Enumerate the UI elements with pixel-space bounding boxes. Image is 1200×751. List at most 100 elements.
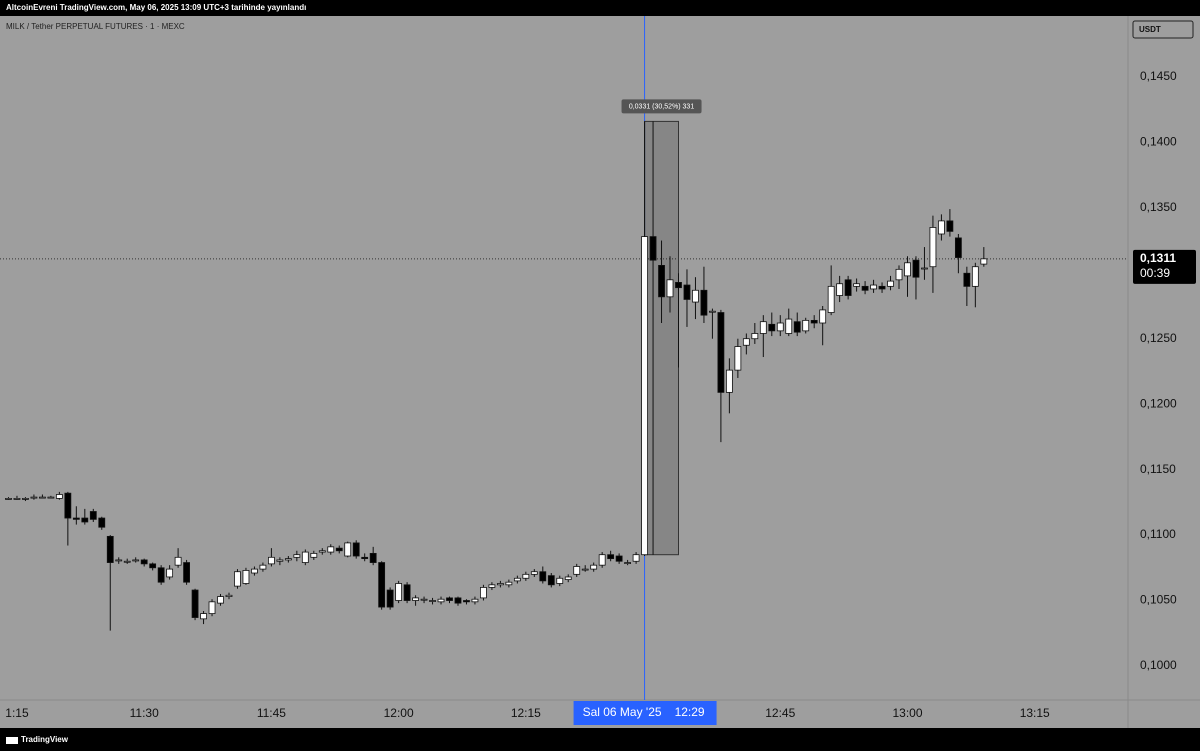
candle-body bbox=[505, 581, 513, 586]
candle-body bbox=[581, 568, 589, 571]
candle-body bbox=[725, 369, 733, 393]
measure-label-box bbox=[621, 99, 702, 114]
candle-body bbox=[64, 492, 72, 519]
candle-body bbox=[267, 556, 275, 565]
candle-body bbox=[496, 583, 504, 586]
candle-body bbox=[709, 310, 716, 313]
candle-body bbox=[13, 498, 21, 500]
candle-body bbox=[488, 584, 496, 588]
crosshair-box bbox=[573, 701, 717, 725]
candle-body bbox=[675, 282, 682, 289]
candle-body bbox=[692, 289, 699, 303]
x-tick-label: 11:45 bbox=[257, 706, 286, 720]
candle-body bbox=[870, 284, 877, 290]
candle-body bbox=[895, 268, 903, 281]
candle-body bbox=[700, 289, 708, 316]
footer-brand: TradingView bbox=[21, 735, 69, 744]
candle-body bbox=[658, 265, 665, 298]
candle-body bbox=[522, 573, 530, 579]
candle-body bbox=[590, 564, 598, 570]
candle-body bbox=[310, 552, 318, 558]
candle-body bbox=[641, 236, 648, 556]
candle-body bbox=[573, 566, 581, 575]
x-tick-label: 1:15 bbox=[5, 706, 29, 720]
crosshair-date: Sal 06 May '25 bbox=[583, 705, 662, 719]
candle-body bbox=[938, 220, 945, 235]
candle-body bbox=[47, 496, 55, 499]
candle-body bbox=[55, 494, 63, 499]
candle-body bbox=[251, 568, 258, 574]
y-tick-label: 0,1450 bbox=[1140, 69, 1177, 83]
candle-body bbox=[768, 323, 776, 332]
candle-body bbox=[717, 312, 725, 393]
candle-body bbox=[954, 237, 962, 258]
candle-body bbox=[971, 266, 979, 287]
candle-body bbox=[335, 547, 343, 552]
candle-body bbox=[361, 556, 369, 560]
candle-body bbox=[318, 550, 326, 553]
candle-body bbox=[284, 558, 292, 561]
x-tick-label: 13:00 bbox=[892, 706, 922, 720]
candle-body bbox=[904, 262, 911, 277]
candle-body bbox=[530, 571, 538, 575]
candle-body bbox=[174, 556, 182, 566]
candle-body bbox=[106, 535, 114, 563]
candle-body bbox=[200, 613, 207, 620]
candle-body bbox=[369, 552, 377, 563]
y-tick-label: 0,1000 bbox=[1140, 658, 1177, 672]
chart-area bbox=[0, 16, 1200, 728]
footer-logo bbox=[6, 737, 18, 744]
candle-body bbox=[929, 227, 937, 268]
candle-body bbox=[22, 498, 29, 500]
plot: 0,1000 0,1050 0,1100 0,1150 0,1200 0,1250 0,13… bbox=[0, 16, 1196, 725]
y-tick-label: 0,1400 bbox=[1140, 135, 1177, 149]
candle-body bbox=[242, 570, 250, 584]
candle-body bbox=[759, 321, 767, 334]
candle-body bbox=[878, 285, 886, 290]
candle-body bbox=[844, 279, 852, 296]
candle-body bbox=[861, 285, 869, 291]
x-tick-label: 12:15 bbox=[511, 706, 541, 720]
candle-body bbox=[683, 284, 691, 300]
candle-body bbox=[836, 283, 844, 296]
candle-body bbox=[149, 563, 157, 569]
candle-body bbox=[39, 496, 46, 499]
candle-body bbox=[123, 560, 131, 563]
candle-body bbox=[412, 597, 419, 601]
candle-body bbox=[921, 267, 928, 270]
candle-body bbox=[327, 546, 335, 553]
candle-body bbox=[480, 587, 487, 599]
candle-body bbox=[454, 597, 462, 604]
candle-body bbox=[556, 577, 564, 584]
candle-body bbox=[132, 559, 140, 562]
candle-body bbox=[293, 554, 301, 558]
candle-body bbox=[208, 601, 216, 615]
candle-body bbox=[802, 319, 810, 332]
candle-body bbox=[912, 259, 920, 278]
last-price-label: 0,1311 bbox=[1140, 251, 1176, 265]
candle-body bbox=[946, 220, 954, 232]
last-price-box bbox=[1133, 249, 1196, 284]
candle-body bbox=[513, 577, 521, 582]
candle-body bbox=[734, 346, 742, 371]
header-title: AltcoinEvreni TradingView.com, May 06, 2… bbox=[6, 3, 306, 12]
candle-body bbox=[776, 322, 784, 332]
candle-body bbox=[98, 517, 106, 528]
candle-body bbox=[607, 554, 615, 560]
candle-body bbox=[183, 562, 190, 583]
candle-body bbox=[564, 576, 572, 580]
currency-box[interactable] bbox=[1132, 20, 1194, 39]
candle-body bbox=[429, 600, 436, 602]
candle-body bbox=[793, 321, 801, 333]
candle-body bbox=[632, 554, 640, 562]
candle-body bbox=[301, 551, 309, 563]
crosshair-time: 12:29 bbox=[675, 705, 705, 719]
candle-body bbox=[30, 496, 38, 499]
candle-body bbox=[785, 318, 793, 334]
countdown-label: 00:39 bbox=[1140, 266, 1170, 280]
candle-body bbox=[259, 564, 267, 570]
currency[interactable]: USDT bbox=[1139, 25, 1161, 34]
y-tick-label: 0,1100 bbox=[1140, 527, 1176, 541]
candle-body bbox=[446, 597, 453, 601]
